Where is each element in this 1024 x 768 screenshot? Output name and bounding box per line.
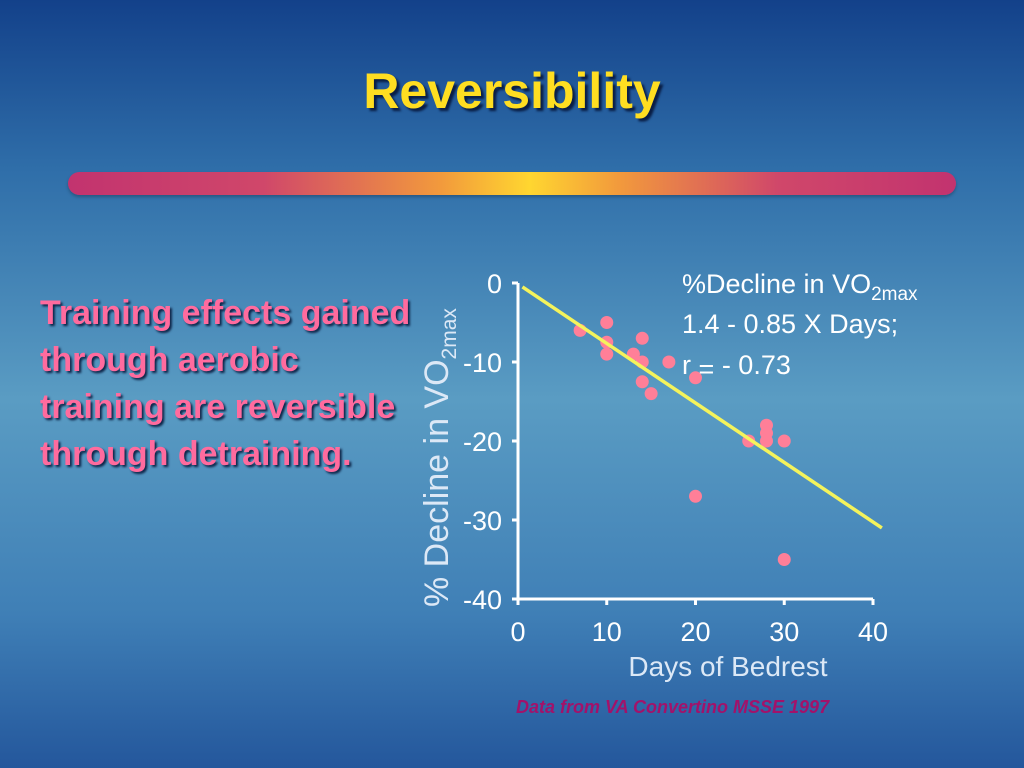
chart-axes bbox=[512, 281, 875, 605]
data-points bbox=[573, 316, 791, 566]
y-tick-label: -20 bbox=[463, 427, 502, 457]
annotation-line-1-main: %Decline in VO bbox=[682, 269, 871, 299]
x-tick-label: 20 bbox=[680, 617, 710, 647]
x-tick-labels: 0 10 20 30 40 bbox=[510, 617, 888, 647]
data-point bbox=[689, 489, 702, 503]
y-axis-title-main: % Decline in VO bbox=[418, 359, 456, 607]
annotation-line-3: r = - 0.73 bbox=[682, 350, 791, 384]
y-tick-label: -10 bbox=[463, 348, 502, 378]
x-tick-label: 30 bbox=[769, 617, 799, 647]
x-axis-title: Days of Bedrest bbox=[628, 651, 827, 682]
y-axis-title-subscript: 2max bbox=[438, 308, 461, 360]
data-point bbox=[760, 434, 773, 448]
data-point bbox=[777, 434, 791, 448]
y-tick-label: 0 bbox=[487, 269, 502, 299]
data-point bbox=[662, 355, 676, 369]
y-tick-labels: 0 -10 -20 -30 -40 bbox=[463, 269, 502, 615]
x-tick-label: 10 bbox=[592, 617, 622, 647]
title-divider-bar bbox=[68, 172, 956, 195]
data-point bbox=[635, 331, 649, 345]
data-point bbox=[689, 371, 702, 385]
annotation-line-2: 1.4 - 0.85 X Days; bbox=[682, 309, 898, 339]
slide-title: Reversibility bbox=[363, 63, 661, 119]
trend-line bbox=[521, 285, 883, 530]
annotation-line-1-subscript: 2max bbox=[871, 284, 918, 305]
data-point bbox=[644, 387, 658, 401]
x-tick-label: 40 bbox=[858, 617, 888, 647]
data-point bbox=[600, 316, 614, 329]
data-point bbox=[635, 375, 649, 389]
data-point bbox=[777, 553, 791, 566]
annotation-r-value: - 0.73 bbox=[722, 350, 791, 380]
source-note: Data from VA Convertino MSSE 1997 bbox=[516, 697, 830, 717]
x-tick-label: 0 bbox=[510, 617, 525, 647]
y-tick-label: -40 bbox=[463, 585, 502, 615]
y-tick-label: -30 bbox=[463, 506, 502, 536]
annotation-r: r bbox=[682, 350, 691, 380]
annotation-line-1: %Decline in VO2max bbox=[682, 269, 918, 305]
data-point bbox=[600, 347, 614, 361]
y-axis-title: % Decline in VO2max bbox=[418, 308, 461, 607]
annotation-equals: = bbox=[699, 354, 715, 384]
regression-annotation: %Decline in VO2max 1.4 - 0.85 X Days; r … bbox=[682, 269, 918, 384]
body-text: Training effects gained through aerobic … bbox=[40, 294, 411, 473]
